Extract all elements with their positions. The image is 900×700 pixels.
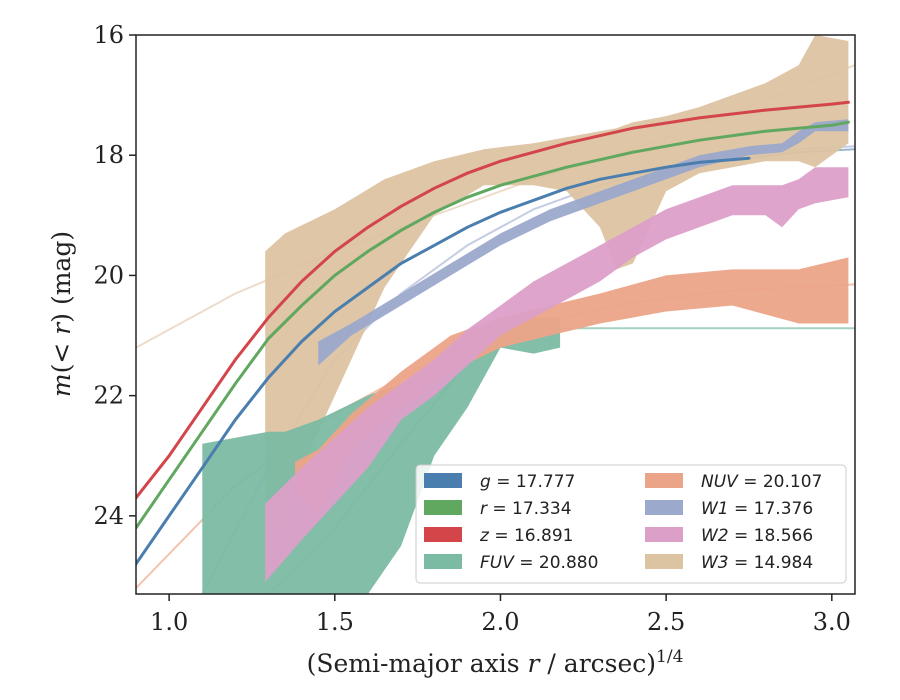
legend-label-w3: W3 = 14.984 [701, 553, 813, 573]
legend-swatch-nuv [645, 473, 683, 488]
y-tick-label: 16 [93, 21, 124, 49]
x-tick-label: 1.0 [150, 608, 188, 636]
series-layer [136, 35, 855, 594]
legend-label-g: g = 17.777 [480, 472, 575, 492]
line-g [136, 156, 751, 566]
band-w2 [265, 167, 849, 582]
band-w1 [318, 119, 849, 366]
y-tick-label: 24 [93, 502, 124, 530]
legend-label-w2: W2 = 18.566 [701, 526, 813, 546]
legend-swatch-r [424, 500, 462, 515]
x-tick-label: 3.0 [813, 608, 851, 636]
y-tick-label: 22 [93, 382, 124, 410]
legend-label-r: r = 17.334 [480, 499, 572, 519]
legend-swatch-z [424, 527, 462, 542]
plot-frame [135, 34, 856, 595]
legend-label-z: z = 16.891 [479, 526, 573, 546]
legend-swatch-w3 [645, 554, 683, 569]
legend-label-nuv: NUV = 20.107 [701, 472, 822, 492]
legend-swatch-g [424, 473, 462, 488]
legend-swatch-w2 [645, 527, 683, 542]
y-tick-label: 20 [93, 261, 124, 289]
x-axis-title: (Semi-major axis r / arcsec)1/4 [307, 647, 684, 678]
x-tick-label: 2.0 [481, 608, 519, 636]
legend-box [415, 464, 847, 584]
legend-label-w1: W1 = 17.376 [701, 499, 813, 519]
x-tick-label: 2.5 [647, 608, 685, 636]
legend-swatch-w1 [645, 500, 683, 515]
legend-swatch-fuv [424, 554, 462, 569]
band-w3 [265, 35, 849, 576]
ticks-layer: 1.0 1.5 2.0 2.5 3.0 16 18 20 22 24 [93, 21, 850, 636]
legend-label-fuv: FUV = 20.880 [480, 553, 598, 573]
line-z [136, 100, 850, 500]
y-tick-label: 18 [93, 141, 124, 169]
y-axis-title: m(< r) (mag) [47, 231, 76, 397]
line-r [136, 120, 850, 530]
x-tick-label: 1.5 [316, 608, 354, 636]
legend: g = 17.777 r = 17.334 z = 16.891 FUV = 20.8… [415, 464, 847, 584]
